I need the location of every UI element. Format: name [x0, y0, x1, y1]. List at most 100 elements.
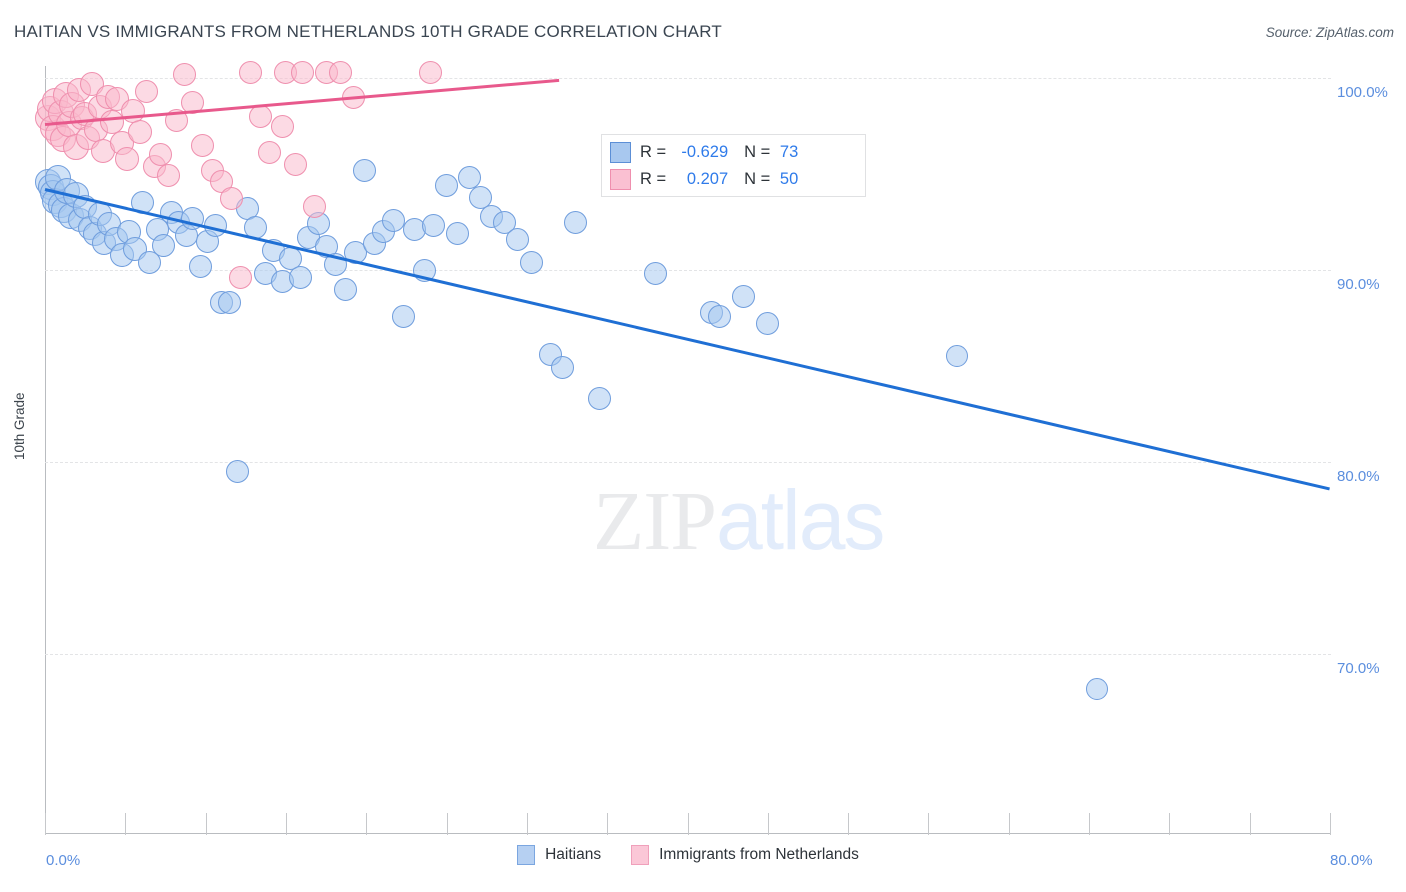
data-point — [149, 143, 173, 167]
data-point — [708, 304, 732, 328]
x-tick — [928, 813, 930, 835]
r-label-pink: R = — [640, 169, 667, 188]
data-point — [239, 60, 263, 84]
page-title: HAITIAN VS IMMIGRANTS FROM NETHERLANDS 1… — [14, 22, 722, 41]
data-point — [288, 266, 312, 290]
source-label: Source: ZipAtlas.com — [1265, 25, 1394, 40]
data-point — [226, 460, 250, 484]
data-point — [248, 104, 272, 128]
x-tick — [767, 813, 769, 835]
data-point — [284, 152, 308, 176]
gridline-100 — [45, 78, 1331, 79]
gridline-70 — [45, 654, 1331, 655]
stats-text-pink: R = 0.207 N = 50 — [640, 170, 798, 189]
data-point — [468, 185, 492, 209]
data-point — [1086, 677, 1109, 700]
data-point — [157, 164, 181, 188]
data-point — [290, 60, 314, 84]
data-point — [492, 210, 516, 234]
data-point — [114, 146, 139, 171]
watermark-zip: ZIP — [593, 475, 717, 568]
data-point — [127, 119, 152, 144]
data-point — [353, 158, 377, 182]
data-point — [181, 91, 205, 115]
data-point — [550, 356, 574, 380]
x-tick — [848, 813, 850, 835]
x-tick — [1249, 813, 1251, 835]
x-tick — [607, 813, 609, 835]
data-point — [229, 266, 253, 290]
x-tick — [446, 813, 448, 835]
data-point — [152, 233, 176, 257]
legend-item-netherlands[interactable]: Immigrants from Netherlands — [631, 845, 859, 865]
trend-line-haitians — [44, 187, 1331, 491]
y-axis-label: 10th Grade — [12, 392, 27, 460]
x-tick — [1330, 813, 1331, 835]
data-point — [435, 174, 459, 198]
x-tick — [1089, 813, 1091, 835]
n-value-blue: 73 — [779, 142, 799, 161]
data-point — [100, 110, 125, 135]
x-tick — [1008, 813, 1010, 835]
data-point — [422, 214, 446, 238]
n-label-blue: N = — [744, 142, 771, 161]
x-tick — [125, 813, 127, 835]
watermark-atlas: atlas — [716, 473, 885, 567]
stats-row-netherlands: R = 0.207 N = 50 — [610, 166, 798, 192]
legend-label-haitians: Haitians — [545, 846, 602, 863]
data-point — [218, 291, 242, 315]
y-tick-label-70: 70.0% — [1337, 660, 1380, 677]
data-point — [446, 222, 470, 246]
r-label-blue: R = — [640, 142, 667, 161]
correlation-stats-box: R = -0.629 N = 73 R = 0.207 N = 50 — [601, 134, 866, 197]
x-tick — [687, 813, 689, 835]
x-tick — [45, 813, 46, 835]
data-point — [563, 210, 587, 234]
gridline-90 — [45, 270, 1331, 271]
y-axis-line — [45, 66, 46, 834]
data-point — [333, 277, 357, 301]
data-point — [457, 166, 481, 190]
data-point — [946, 345, 969, 368]
data-point — [419, 60, 442, 84]
data-point — [271, 114, 295, 138]
data-point — [258, 141, 282, 165]
data-point — [505, 227, 529, 251]
x-tick — [205, 813, 207, 835]
data-point — [137, 250, 161, 274]
data-point — [382, 208, 406, 232]
stats-swatch-pink — [610, 168, 631, 190]
n-label-pink: N = — [744, 169, 771, 188]
y-tick-label-100: 100.0% — [1337, 84, 1388, 101]
data-point — [756, 312, 780, 336]
x-tick — [285, 813, 287, 835]
legend-label-netherlands: Immigrants from Netherlands — [659, 846, 859, 863]
gridline-80 — [45, 462, 1331, 463]
y-tick-label-90: 90.0% — [1337, 276, 1380, 293]
data-point — [329, 60, 353, 84]
data-point — [391, 304, 415, 328]
stats-row-haitians: R = -0.629 N = 73 — [610, 139, 798, 165]
r-value-blue: -0.629 — [681, 142, 729, 161]
data-point — [587, 387, 611, 411]
r-value-pink: 0.207 — [686, 169, 729, 188]
legend-swatch-haitians — [517, 845, 536, 865]
data-point — [732, 285, 756, 309]
stats-swatch-blue — [610, 141, 631, 163]
legend-swatch-netherlands — [631, 845, 650, 865]
data-point — [219, 187, 243, 211]
series-legend: Haitians Immigrants from Netherlands — [0, 845, 1406, 865]
x-tick — [366, 813, 368, 835]
data-point — [189, 254, 213, 278]
zipatlas-watermark: ZIPatlas — [593, 478, 885, 564]
stats-text-blue: R = -0.629 N = 73 — [640, 143, 798, 162]
x-axis-max-label: 80.0% — [1330, 852, 1373, 869]
x-tick — [1169, 813, 1171, 835]
legend-item-haitians[interactable]: Haitians — [517, 845, 601, 865]
x-tick — [526, 813, 528, 835]
data-point — [173, 62, 197, 86]
y-tick-label-80: 80.0% — [1337, 468, 1380, 485]
n-value-pink: 50 — [779, 169, 799, 188]
data-point — [303, 195, 327, 219]
